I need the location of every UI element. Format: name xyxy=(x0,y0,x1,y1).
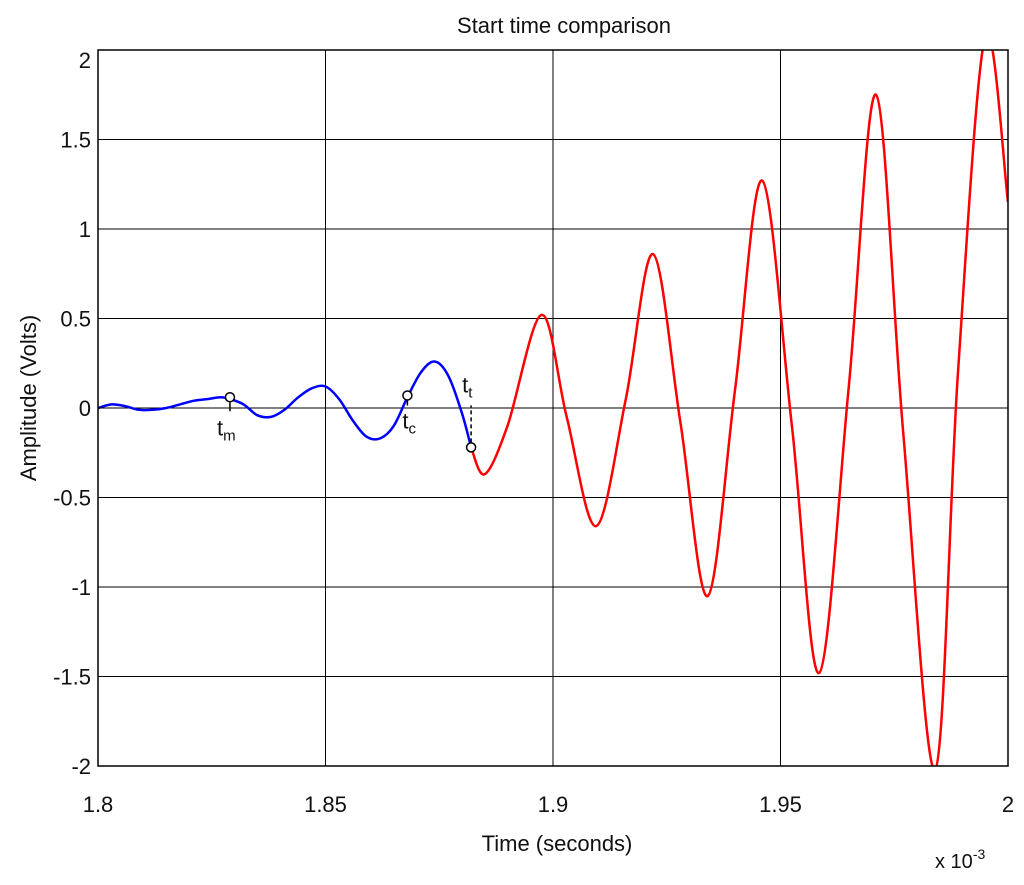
y-tick-label: 1 xyxy=(79,217,91,242)
marker-label-subscript: t xyxy=(468,384,473,401)
x-tick-label: 1.9 xyxy=(538,792,569,817)
y-tick-label: -1 xyxy=(71,575,91,600)
marker-label-base: t xyxy=(462,372,468,397)
x-tick-label: 1.85 xyxy=(304,792,347,817)
x-multiplier-base: x 10 xyxy=(935,851,973,873)
y-tick-label: 0 xyxy=(79,396,91,421)
y-tick-label: -2 xyxy=(71,754,91,779)
marker-label: tm xyxy=(217,415,236,444)
marker-label: tt xyxy=(462,372,473,401)
marker-label-base: t xyxy=(402,408,408,433)
plot-series xyxy=(98,50,1008,766)
y-tick-label: 1.5 xyxy=(60,128,91,153)
x-multiplier-exponent: -3 xyxy=(973,846,986,862)
y-tick-label: -1.5 xyxy=(53,665,91,690)
y-tick-label: -0.5 xyxy=(53,486,91,511)
marker-point xyxy=(402,390,413,401)
x-tick-label: 2 xyxy=(1002,792,1014,817)
marker-label: tc xyxy=(402,408,416,437)
y-axis-label: Amplitude (Volts) xyxy=(16,315,41,481)
marker-point xyxy=(465,442,477,453)
x-tick-label: 1.8 xyxy=(83,792,114,817)
marker-label-subscript: m xyxy=(223,427,236,444)
ticks: 1.8 1.85 1.9 1.95 2 2 1.5 1 0.5 0 -0.5 -1 -1.5 -2 xyxy=(53,48,1014,817)
x-axis-multiplier: x 10-3 xyxy=(935,846,985,873)
y-tick-label: 2 xyxy=(79,48,91,73)
marker-point xyxy=(224,392,236,403)
x-axis-label: Time (seconds) xyxy=(482,831,633,856)
series-line-pre-signal xyxy=(98,360,473,448)
chart-title: Start time comparison xyxy=(457,13,671,38)
y-tick-label: 0.5 xyxy=(60,307,91,332)
x-tick-label: 1.95 xyxy=(759,792,802,817)
series-line-signal xyxy=(469,50,1008,766)
marker-label-subscript: c xyxy=(409,420,417,437)
marker-label-base: t xyxy=(217,415,223,440)
